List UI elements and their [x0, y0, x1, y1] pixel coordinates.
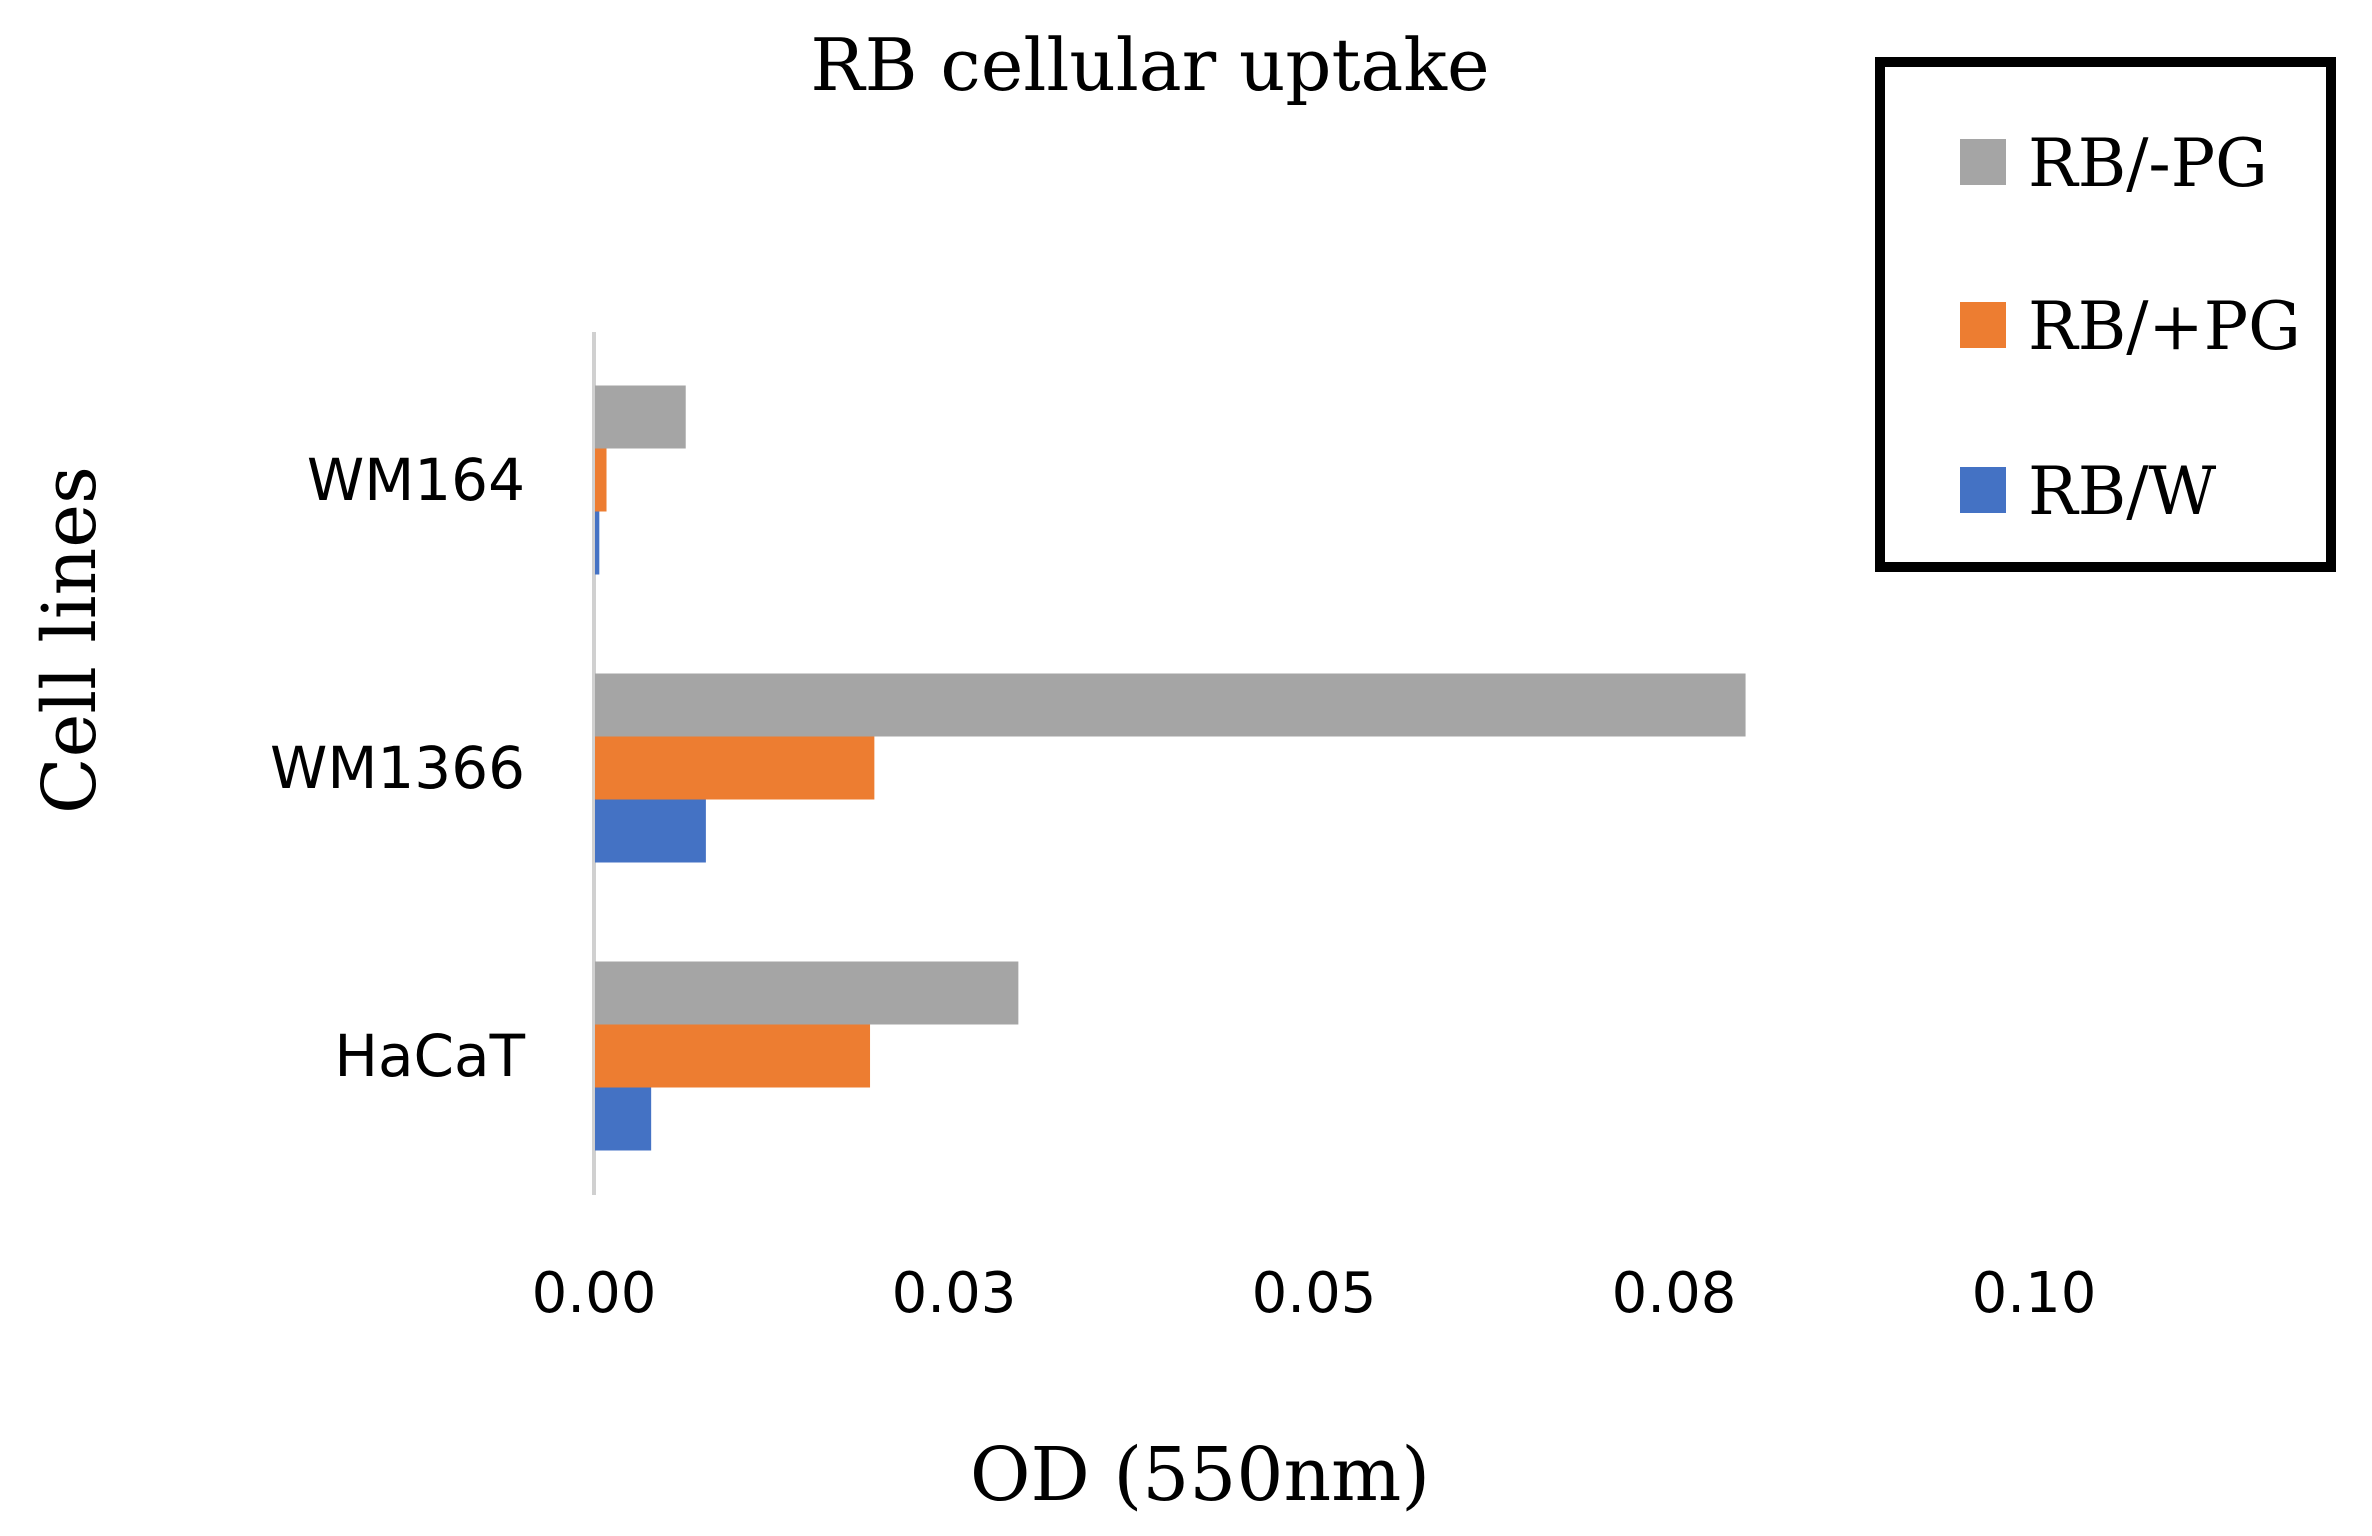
bar-wm164-rb-pg — [595, 448, 607, 512]
bar-wm164-rb-pg — [595, 385, 686, 449]
bar-wm164-rb-w — [595, 511, 600, 575]
legend-label-rb-w: RB/W — [2028, 453, 2216, 530]
bars-group — [595, 385, 1746, 1151]
x-tick-label-0: 0.00 — [532, 1261, 657, 1326]
x-tick-label-1: 0.03 — [892, 1261, 1017, 1326]
bar-hacat-rb-w — [595, 1087, 652, 1151]
bar-wm1366-rb-w — [595, 799, 706, 863]
legend-label-rb-pg: RB/+PG — [2028, 288, 2301, 365]
x-tick-label-3: 0.08 — [1612, 1261, 1737, 1326]
legend-label-rb-pg: RB/-PG — [2028, 125, 2268, 202]
bar-wm1366-rb-pg — [595, 736, 875, 800]
x-tick-labels: 0.00 0.03 0.05 0.08 0.10 — [532, 1261, 2097, 1326]
bar-hacat-rb-pg — [595, 961, 1019, 1025]
x-axis-title: OD (550nm) — [970, 1432, 1430, 1518]
legend-swatch-rb-pg — [1960, 302, 2006, 348]
bar-wm1366-rb-pg — [595, 673, 1746, 737]
chart-title: RB cellular uptake — [810, 23, 1489, 107]
category-label-wm1366: WM1366 — [270, 734, 525, 802]
category-label-wm164: WM164 — [307, 446, 525, 514]
category-label-hacat: HaCaT — [334, 1022, 525, 1090]
legend-box — [1875, 57, 2336, 572]
category-labels: WM164 WM1366 HaCaT — [270, 446, 526, 1090]
legend-swatch-rb-w — [1960, 467, 2006, 513]
y-axis-title: Cell lines — [27, 466, 113, 814]
x-tick-label-4: 0.10 — [1972, 1261, 2097, 1326]
bar-hacat-rb-pg — [595, 1024, 871, 1088]
legend-swatch-rb-pg — [1960, 139, 2006, 185]
legend: RB/-PG RB/+PG RB/W — [1875, 57, 2336, 572]
x-tick-label-2: 0.05 — [1252, 1261, 1377, 1326]
